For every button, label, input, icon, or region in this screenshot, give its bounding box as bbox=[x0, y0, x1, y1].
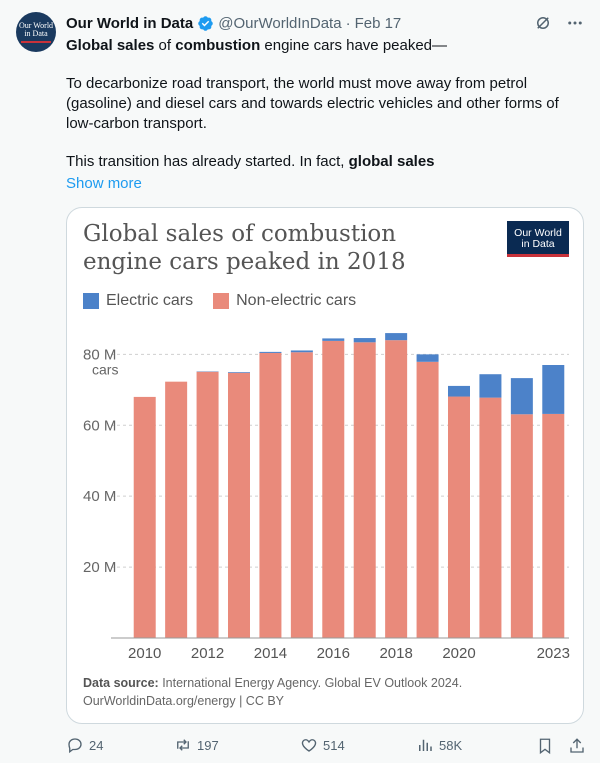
chart-legend: Electric cars Non-electric cars bbox=[83, 292, 376, 310]
bar-nonelectric bbox=[196, 371, 219, 638]
like-button[interactable]: 514 bbox=[300, 736, 345, 754]
y-unit-label: cars bbox=[92, 361, 118, 377]
bar-electric bbox=[353, 338, 376, 343]
x-tick-label: 2016 bbox=[317, 645, 350, 662]
bar-electric bbox=[290, 350, 313, 353]
tweet-date[interactable]: Feb 17 bbox=[354, 14, 402, 32]
more-options-icon[interactable] bbox=[566, 14, 584, 32]
bar-nonelectric bbox=[510, 414, 533, 638]
bar-nonelectric bbox=[416, 361, 439, 638]
views-chart-icon bbox=[419, 739, 432, 751]
legend-swatch-nonelectric bbox=[213, 293, 230, 309]
owid-logo: Our World in Data bbox=[507, 221, 569, 257]
chart-image-card[interactable]: Global sales of combustion engine cars p… bbox=[66, 207, 584, 724]
grok-icon[interactable] bbox=[534, 14, 552, 32]
bar-nonelectric bbox=[353, 342, 376, 638]
tweet-text: Global sales of combustion engine cars h… bbox=[66, 36, 586, 190]
reply-button[interactable]: 24 bbox=[66, 736, 103, 754]
bar-nonelectric bbox=[165, 381, 188, 638]
author-avatar[interactable]: Our World in Data bbox=[16, 12, 56, 52]
legend-swatch-electric bbox=[83, 293, 99, 309]
show-more-link[interactable]: Show more bbox=[66, 175, 142, 192]
x-tick-label: 2020 bbox=[442, 645, 475, 662]
chart-source: Data source: International Energy Agency… bbox=[83, 676, 463, 708]
chart-title: Global sales of combustion engine cars p… bbox=[83, 221, 406, 275]
bar-nonelectric bbox=[290, 352, 313, 638]
bookmark-icon[interactable] bbox=[536, 737, 554, 755]
x-tick-label: 2018 bbox=[379, 645, 412, 662]
verified-badge-icon bbox=[198, 15, 213, 31]
bar-nonelectric bbox=[322, 340, 345, 638]
reply-icon bbox=[68, 738, 82, 754]
author-handle[interactable]: @OurWorldInData bbox=[218, 14, 342, 32]
x-tick-label: 2012 bbox=[191, 645, 224, 662]
avatar-text-1: Our World bbox=[18, 20, 54, 30]
bar-electric bbox=[228, 372, 250, 373]
tweet-header: Our World in Data @OurWorldInData · Feb … bbox=[66, 12, 584, 34]
views-button[interactable]: 58K bbox=[416, 736, 462, 754]
y-tick-label: 40 M bbox=[83, 488, 116, 505]
bar-electric bbox=[416, 354, 439, 362]
share-icon[interactable] bbox=[568, 737, 586, 755]
tweet-actions: 24 197 514 58K bbox=[66, 736, 586, 758]
heart-icon bbox=[301, 739, 317, 752]
bar-nonelectric bbox=[448, 396, 470, 638]
x-tick-label: 2023 bbox=[537, 645, 570, 662]
avatar-text-2: in Data bbox=[24, 28, 48, 38]
bar-nonelectric bbox=[133, 396, 156, 638]
bar-nonelectric bbox=[542, 413, 565, 638]
bar-electric bbox=[448, 385, 470, 397]
tweet-paragraph-2: To decarbonize road transport, the world… bbox=[66, 75, 559, 132]
bar-electric bbox=[479, 374, 502, 398]
bar-nonelectric bbox=[479, 397, 502, 638]
bar-electric bbox=[259, 351, 282, 353]
bar-electric bbox=[510, 378, 533, 415]
repost-icon bbox=[177, 739, 189, 751]
y-tick-label: 80 M bbox=[83, 346, 116, 363]
repost-button[interactable]: 197 bbox=[174, 736, 219, 754]
bar-electric bbox=[385, 333, 408, 341]
tweet-paragraph-1: Global sales of combustion engine cars h… bbox=[66, 37, 448, 54]
tweet-paragraph-3: This transition has already started. In … bbox=[66, 153, 435, 170]
legend-item-electric: Electric cars bbox=[83, 292, 193, 310]
x-tick-label: 2014 bbox=[254, 645, 287, 662]
bar-nonelectric bbox=[259, 352, 282, 638]
bar-nonelectric bbox=[385, 340, 408, 638]
bar-electric bbox=[542, 365, 565, 414]
y-tick-label: 20 M bbox=[83, 559, 116, 576]
bar-nonelectric bbox=[228, 372, 250, 638]
legend-item-nonelectric: Non-electric cars bbox=[213, 292, 356, 310]
x-tick-label: 2010 bbox=[128, 645, 161, 662]
bar-electric bbox=[322, 338, 345, 341]
avatar-red-bar bbox=[21, 40, 51, 43]
y-tick-label: 60 M bbox=[83, 417, 116, 434]
author-name[interactable]: Our World in Data bbox=[66, 14, 194, 32]
separator-dot: · bbox=[345, 14, 351, 32]
